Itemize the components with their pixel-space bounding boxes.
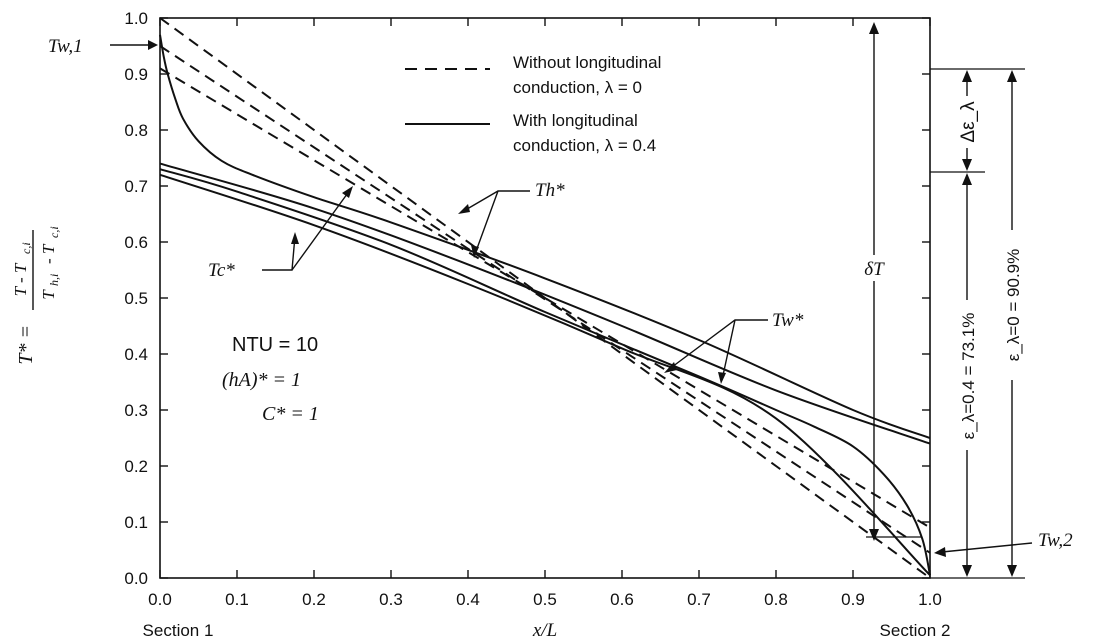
param-c: C* = 1 [262, 403, 319, 425]
y-tick-label: 1.0 [124, 9, 148, 28]
x-tick-label: 1.0 [918, 590, 942, 609]
param-ntu: NTU = 10 [232, 334, 318, 356]
section-2-label: Section 2 [880, 621, 951, 640]
svg-text:c,i: c,i [47, 226, 61, 238]
tc-leader [262, 189, 351, 271]
y-tick-label: 0.0 [124, 569, 148, 588]
legend-solid-line2: conduction, λ = 0.4 [513, 136, 656, 155]
x-tick-label: 0.1 [225, 590, 249, 609]
y-tick-label: 0.2 [124, 457, 148, 476]
y-tick-label: 0.5 [124, 289, 148, 308]
axis-ticks: 0.0 0.1 0.2 0.3 0.4 0.5 0.6 0.7 0.8 0.9 1.0 0.0 0.1 0… [124, 9, 941, 609]
dashed-series-line-1 [159, 45, 931, 554]
dashed-series-line-2 [159, 67, 931, 529]
tw2-label-group: Tw,2 [934, 530, 1073, 557]
tw-arrowhead-1 [664, 362, 677, 373]
th-curve-label: Th* [535, 180, 565, 201]
y-tick-label: 0.7 [124, 177, 148, 196]
tc-arrowhead-2 [342, 186, 353, 198]
tw2-leader [941, 542, 1033, 553]
y-tick-label: 0.3 [124, 401, 148, 420]
x-tick-label: 0.6 [610, 590, 634, 609]
dashed-series-line-0 [159, 17, 931, 579]
tw2-label: Tw,2 [1038, 530, 1073, 551]
effectiveness-annotations: Δε_λ ε_λ=0.4 = 73.1% ε_λ=0 = 90.9% [930, 68, 1025, 579]
x-tick-label: 0.5 [533, 590, 557, 609]
th-label-group: Th* [458, 180, 565, 258]
y-axis-label: T* = T - T c,i T h,i - T c,i [11, 226, 61, 364]
y-tick-label: 0.8 [124, 121, 148, 140]
delta-t-arrow-bottom [869, 529, 879, 541]
series-layer [159, 17, 931, 579]
solid-series-line-5 [159, 168, 931, 576]
tw-curve-label: Tw* [772, 310, 804, 331]
x-tick-label: 0.4 [456, 590, 480, 609]
y-tick-label: 0.1 [124, 513, 148, 532]
solid-series-line-3 [159, 34, 931, 439]
legend-solid-line1: With longitudinal [513, 111, 638, 130]
delta-t-arrow-top [869, 22, 879, 34]
eps-lambda-0-label: ε_λ=0 = 90.9% [1004, 249, 1023, 362]
x-tick-label: 0.7 [687, 590, 711, 609]
tw1-arrowhead [148, 40, 158, 50]
legend-dashed-line2: conduction, λ = 0 [513, 78, 642, 97]
delta-eps-label: Δε_λ [958, 101, 979, 143]
tw2-arrowhead [934, 547, 946, 557]
solid-series-line-6 [159, 173, 931, 576]
x-axis-label: x/L [532, 620, 557, 641]
svg-text:h,i: h,i [47, 274, 61, 286]
tw1-label-group: Tw,1 [48, 36, 158, 57]
y-tick-label: 0.6 [124, 233, 148, 252]
th-arrowhead-1 [458, 204, 470, 214]
x-tick-label: 0.9 [841, 590, 865, 609]
legend-dashed-line1: Without longitudinal [513, 53, 661, 72]
tc-curve-label: Tc* [208, 260, 235, 281]
svg-text:T: T [39, 289, 58, 300]
svg-text:c,i: c,i [19, 242, 33, 254]
legend: Without longitudinal conduction, λ = 0 W… [405, 53, 661, 155]
tw1-label: Tw,1 [48, 36, 83, 57]
svg-text:- T: - T [39, 243, 58, 264]
x-tick-label: 0.2 [302, 590, 326, 609]
svg-text:T - T: T - T [11, 262, 30, 296]
tc-label-group: Tc* [208, 186, 353, 281]
y-tick-label: 0.9 [124, 65, 148, 84]
solid-series-line-4 [159, 162, 931, 445]
x-tick-label: 0.3 [379, 590, 403, 609]
th-arrowhead-2 [471, 245, 479, 258]
x-tick-label: 0.8 [764, 590, 788, 609]
param-ha: (hA)* = 1 [222, 369, 301, 391]
tw-arrowhead-2 [718, 372, 726, 384]
svg-text:T* =: T* = [15, 325, 37, 365]
y-tick-label: 0.4 [124, 345, 148, 364]
delta-t-label: δT [864, 259, 885, 280]
tw-label-group: Tw* [664, 310, 804, 384]
tw-leader [667, 319, 768, 381]
delta-t-annotation: δT [862, 22, 922, 541]
tc-arrowhead-1 [291, 232, 299, 244]
th-leader [461, 190, 530, 255]
x-tick-label: 0.0 [148, 590, 172, 609]
section-1-label: Section 1 [143, 621, 214, 640]
eps-lambda-04-label: ε_λ=0.4 = 73.1% [959, 313, 978, 440]
